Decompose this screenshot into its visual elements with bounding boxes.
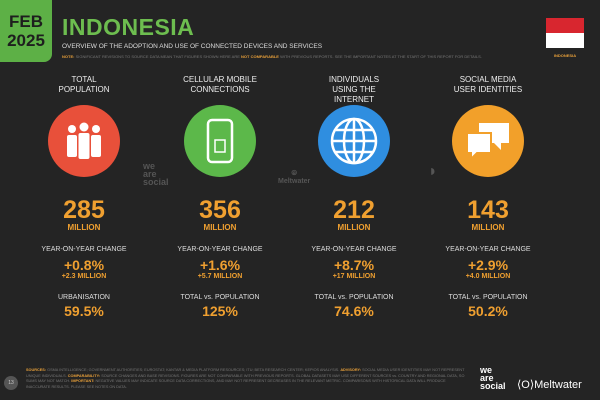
globe-icon xyxy=(318,105,390,177)
page-subtitle: OVERVIEW OF THE ADOPTION AND USE OF CONN… xyxy=(62,43,323,50)
secondary-value: 59.5% xyxy=(64,303,104,319)
mobile-phone-icon xyxy=(184,105,256,177)
secondary-value: 50.2% xyxy=(468,303,508,319)
yoy-label: YEAR-ON-YEAR CHANGE xyxy=(311,246,397,253)
stat-column: INDIVIDUALS USING THE INTERNET 212 MILLI… xyxy=(294,75,414,319)
yoy-change-absolute: +17 MILLION xyxy=(332,273,376,280)
indonesia-flag-icon xyxy=(546,18,584,48)
stat-heading: INDIVIDUALS USING THE INTERNET xyxy=(328,75,380,104)
date-badge: FEB 2025 xyxy=(0,0,52,62)
note-text: SIGNIFICANT REVISIONS TO SOURCE DATA MEA… xyxy=(75,54,240,59)
yoy-label: YEAR-ON-YEAR CHANGE xyxy=(41,246,127,253)
stat-value: 285 xyxy=(63,196,105,224)
meltwater-logo: ⟨O⟩Meltwater xyxy=(517,378,582,391)
date-month: FEB xyxy=(9,12,43,31)
yoy-label: YEAR-ON-YEAR CHANGE xyxy=(177,246,263,253)
stat-value: 143 xyxy=(467,196,509,224)
stat-unit: MILLION xyxy=(337,223,371,232)
note-label: NOTE: xyxy=(62,54,75,59)
meltwater-watermark: ⦾ Meltwater xyxy=(278,170,311,185)
secondary-label: TOTAL vs. POPULATION xyxy=(314,294,394,301)
secondary-value: 74.6% xyxy=(334,303,374,319)
stat-value: 212 xyxy=(333,196,375,224)
yoy-change: +1.6% xyxy=(199,257,241,273)
yoy-change: +0.8% xyxy=(63,257,105,273)
page-number: 13 xyxy=(4,376,18,390)
stat-value: 356 xyxy=(199,196,241,224)
important-text: NEGATIVE VALUES MAY INDICATE SOURCE DATA… xyxy=(26,379,446,389)
comparability-label: COMPARABILITY: xyxy=(67,373,101,378)
secondary-label: URBANISATION xyxy=(58,294,110,301)
note: NOTE: SIGNIFICANT REVISIONS TO SOURCE DA… xyxy=(62,54,482,59)
we-are-social-watermark: we are social xyxy=(143,161,169,187)
advisory-label: ADVISORY: xyxy=(340,368,361,372)
chat-bubbles-icon xyxy=(452,105,524,177)
people-icon xyxy=(48,105,120,177)
note-highlight: NOT COMPARABLE xyxy=(241,54,279,59)
we-are-social-logo: we are social xyxy=(480,365,506,391)
date-year: 2025 xyxy=(7,31,45,50)
comparability-text: SOURCE CHANGES AND BASE REVISIONS. FIGUR… xyxy=(26,373,465,384)
note-tail: WITH PREVIOUS REPORTS. SEE THE IMPORTANT… xyxy=(280,54,482,59)
important-label: IMPORTANT: xyxy=(71,379,95,383)
flag-label: INDONESIA xyxy=(553,53,577,58)
footer-notes: SOURCES: GSMA INTELLIGENCE; GOVERNMENT A… xyxy=(26,368,471,390)
sources-text: GSMA INTELLIGENCE; GOVERNMENT AUTHORITIE… xyxy=(47,368,340,372)
yoy-change-absolute: +5.7 MILLION xyxy=(197,273,243,280)
stat-heading: TOTAL POPULATION xyxy=(58,75,110,94)
yoy-change-absolute: +2.3 MILLION xyxy=(61,273,107,280)
stat-column: TOTAL POPULATION 285 MILLION YEAR-ON-YEA… xyxy=(24,75,144,319)
stat-heading: CELLULAR MOBILE CONNECTIONS xyxy=(183,75,257,94)
stat-heading: SOCIAL MEDIA USER IDENTITIES xyxy=(453,75,523,94)
stat-column: CELLULAR MOBILE CONNECTIONS 356 MILLION … xyxy=(160,75,280,319)
stat-unit: MILLION xyxy=(203,223,237,232)
secondary-value: 125% xyxy=(202,303,238,319)
stat-unit: MILLION xyxy=(471,223,505,232)
data-logo-watermark: ◗ xyxy=(428,163,438,180)
meltwater-text: Meltwater xyxy=(534,379,582,391)
yoy-change: +8.7% xyxy=(333,257,375,273)
secondary-label: TOTAL vs. POPULATION xyxy=(180,294,260,301)
yoy-change: +2.9% xyxy=(467,257,509,273)
yoy-change-absolute: +4.0 MILLION xyxy=(465,273,511,280)
stat-column: SOCIAL MEDIA USER IDENTITIES 143 MILLION… xyxy=(428,75,548,319)
meltwater-icon: ⟨O⟩ xyxy=(517,379,535,391)
advisory-text: SOCIAL MEDIA USER IDENTITIES MAY NOT REP… xyxy=(26,368,465,378)
stat-unit: MILLION xyxy=(67,223,101,232)
page-title: INDONESIA xyxy=(62,14,195,40)
secondary-label: TOTAL vs. POPULATION xyxy=(448,294,528,301)
yoy-label: YEAR-ON-YEAR CHANGE xyxy=(445,246,531,253)
sources-label: SOURCES: xyxy=(26,368,47,372)
